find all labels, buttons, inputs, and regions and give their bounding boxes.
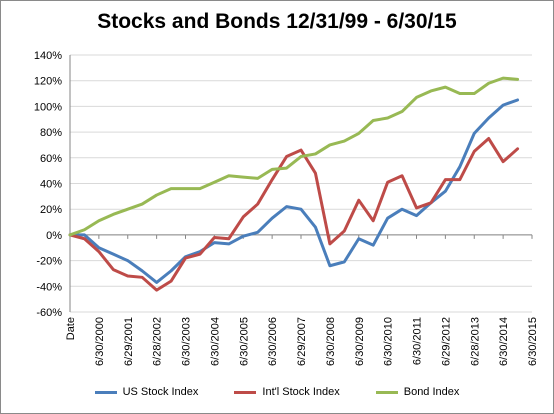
x-tick-label: 6/30/2000 <box>94 317 106 366</box>
y-tick-label: 120% <box>34 76 62 88</box>
x-tick-label: 6/30/2005 <box>238 317 250 366</box>
y-tick-label: 0% <box>46 230 62 242</box>
legend-swatch <box>375 390 398 394</box>
x-tick-label: Date <box>65 317 77 340</box>
legend-label: Int'l Stock Index <box>262 386 340 398</box>
x-tick-label: 6/30/2011 <box>412 317 424 365</box>
y-tick-label: 60% <box>40 153 62 165</box>
x-tick-label: 6/30/2010 <box>383 317 395 366</box>
legend-label: US Stock Index <box>122 386 199 398</box>
legend-item: Bond Index <box>375 386 460 398</box>
legend-swatch <box>234 390 257 394</box>
x-tick-label: 6/29/2012 <box>440 317 452 366</box>
y-tick-label: 20% <box>40 204 62 216</box>
x-tick-label: 6/30/2003 <box>181 317 193 366</box>
x-tick-label: 6/29/2007 <box>296 317 308 366</box>
y-axis-tick-labels: -60% -40% -20% 0% 20% 40% 60% 80% 100% 120% 140% <box>34 50 62 319</box>
x-tick-label: 6/30/2008 <box>325 317 337 366</box>
chart-legend: US Stock Index Int'l Stock Index Bond Inde… <box>0 386 554 398</box>
y-tick-label: 100% <box>34 101 62 113</box>
x-axis-tick-labels: Date 6/30/2000 6/29/2001 6/28/2002 6/30/2003… <box>65 317 539 366</box>
series-lines <box>68 76 520 292</box>
y-tick-label: -60% <box>36 307 62 319</box>
y-tick-label: 80% <box>40 127 62 139</box>
x-tick-label: 6/28/2002 <box>152 317 164 366</box>
y-tick-label: -20% <box>36 256 62 268</box>
series-line-0 <box>68 98 520 284</box>
x-tick-label: 6/30/2014 <box>498 317 510 366</box>
legend-item: US Stock Index <box>94 386 199 398</box>
series-line-1 <box>68 137 520 292</box>
x-tick-label: 6/28/2013 <box>469 317 481 366</box>
legend-item: Int'l Stock Index <box>234 386 340 398</box>
x-tick-label: 6/30/2006 <box>267 317 279 366</box>
y-tick-label: 140% <box>34 50 62 62</box>
chart-title: Stocks and Bonds 12/31/99 - 6/30/15 <box>97 10 457 33</box>
x-tick-label: 6/30/2015 <box>527 317 539 366</box>
x-tick-label: 6/30/2009 <box>354 317 366 366</box>
y-tick-label: 40% <box>40 179 62 191</box>
x-tick-label: 6/30/2004 <box>209 317 221 366</box>
x-tick-label: 6/29/2001 <box>123 317 135 366</box>
legend-label: Bond Index <box>403 386 460 398</box>
series-line-2 <box>68 76 520 237</box>
legend-swatch <box>94 390 117 394</box>
y-tick-label: -40% <box>36 281 62 293</box>
